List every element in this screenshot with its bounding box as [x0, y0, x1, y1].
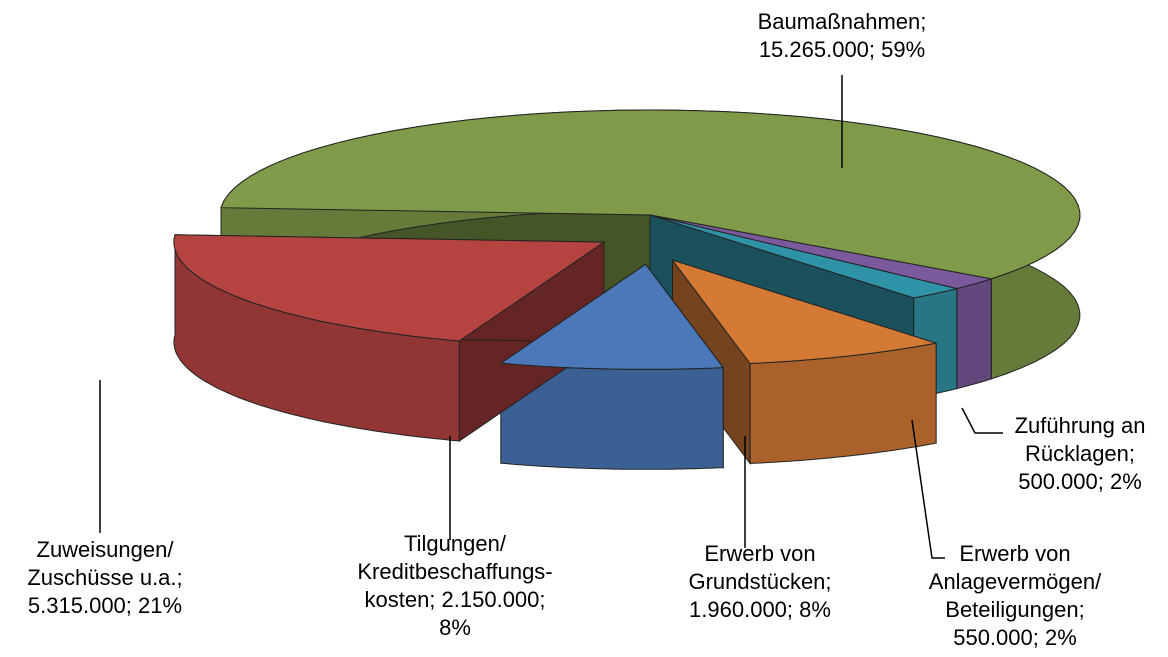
- slices: [173, 109, 1081, 470]
- slice: [173, 234, 606, 342]
- slice: [220, 109, 1081, 280]
- data-label: Tilgungen/ Kreditbeschaffungs- kosten; 2…: [357, 531, 553, 640]
- slice-wall: [956, 278, 992, 390]
- data-label: Erwerb von Anlagevermögen/ Beteiligungen…: [928, 541, 1102, 650]
- slice: [499, 263, 725, 370]
- leader-line: [961, 407, 1003, 434]
- data-label: Baumaßnahmen; 15.265.000; 59%: [757, 9, 927, 62]
- data-label: Zuweisungen/ Zuschüsse u.a.; 5.315.000; …: [27, 537, 183, 618]
- slice: [649, 214, 994, 290]
- slice: [649, 214, 957, 299]
- data-label: Zuführung an Rücklagen; 500.000; 2%: [1014, 413, 1146, 494]
- slice: [671, 259, 937, 365]
- data-label: Erwerb von Grundstücken; 1.960.000; 8%: [688, 541, 832, 622]
- leader-line: [911, 419, 945, 559]
